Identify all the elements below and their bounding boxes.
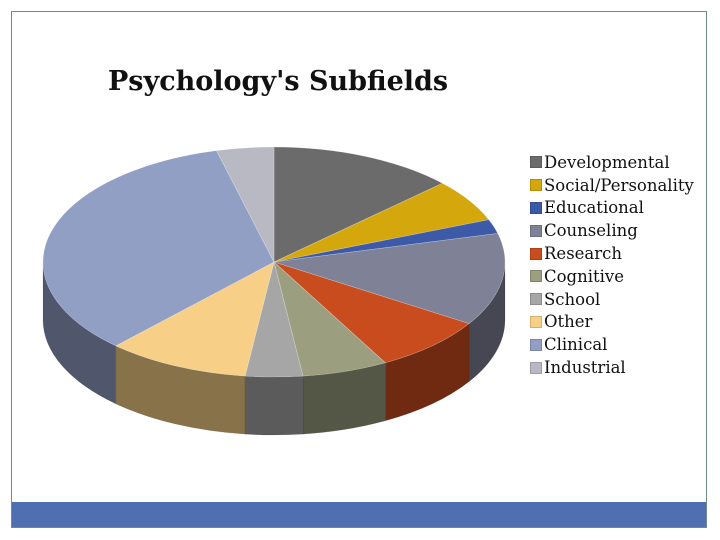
footer-bar: [12, 502, 706, 527]
legend-item-social-personality: Social/Personality: [530, 174, 694, 197]
pie-slice-research: [273, 261, 470, 364]
pie-slice-other: [115, 261, 275, 377]
legend-item-counseling: Counseling: [530, 219, 694, 242]
pie-slice-counseling: [273, 233, 506, 324]
pie-slice-cognitive: [273, 261, 386, 377]
pie-slice-educational: [273, 219, 499, 263]
legend-label: Educational: [544, 198, 644, 218]
legend-label: Industrial: [544, 358, 626, 378]
pie-slice-social-personality: [273, 182, 490, 263]
legend-item-developmental: Developmental: [530, 151, 694, 174]
pie-slices: [42, 146, 506, 378]
legend-label: Other: [544, 312, 593, 332]
legend-label: Clinical: [544, 335, 608, 355]
legend-swatch: [530, 315, 542, 328]
legend-label: Developmental: [544, 152, 670, 172]
pie-slice-school: [244, 261, 304, 378]
legend-swatch: [530, 270, 542, 283]
legend-label: Cognitive: [544, 266, 625, 286]
legend-label: Research: [544, 244, 623, 264]
legend-item-educational: Educational: [530, 197, 694, 220]
chart-title: Psychology's Subfields: [108, 66, 449, 97]
legend-item-industrial: Industrial: [530, 356, 694, 379]
pie-side-school: [244, 375, 304, 436]
legend-item-research: Research: [530, 242, 694, 265]
legend-label: Counseling: [544, 221, 638, 241]
legend-item-cognitive: Cognitive: [530, 265, 694, 288]
legend: Developmental Social/Personality Education…: [530, 151, 694, 379]
legend-label: School: [544, 289, 601, 309]
pie-slice-clinical: [42, 150, 275, 347]
legend-swatch: [530, 224, 542, 237]
pie-slice-industrial: [216, 146, 275, 263]
legend-swatch: [530, 293, 542, 306]
legend-item-school: School: [530, 288, 694, 311]
pie-slice-developmental: [273, 146, 444, 263]
legend-swatch: [530, 201, 542, 214]
legend-swatch: [530, 361, 542, 374]
legend-swatch: [530, 179, 542, 192]
legend-swatch: [530, 247, 542, 260]
legend-swatch: [530, 338, 542, 351]
legend-item-clinical: Clinical: [530, 333, 694, 356]
legend-swatch: [530, 156, 542, 169]
legend-item-other: Other: [530, 311, 694, 334]
legend-label: Social/Personality: [544, 175, 694, 195]
